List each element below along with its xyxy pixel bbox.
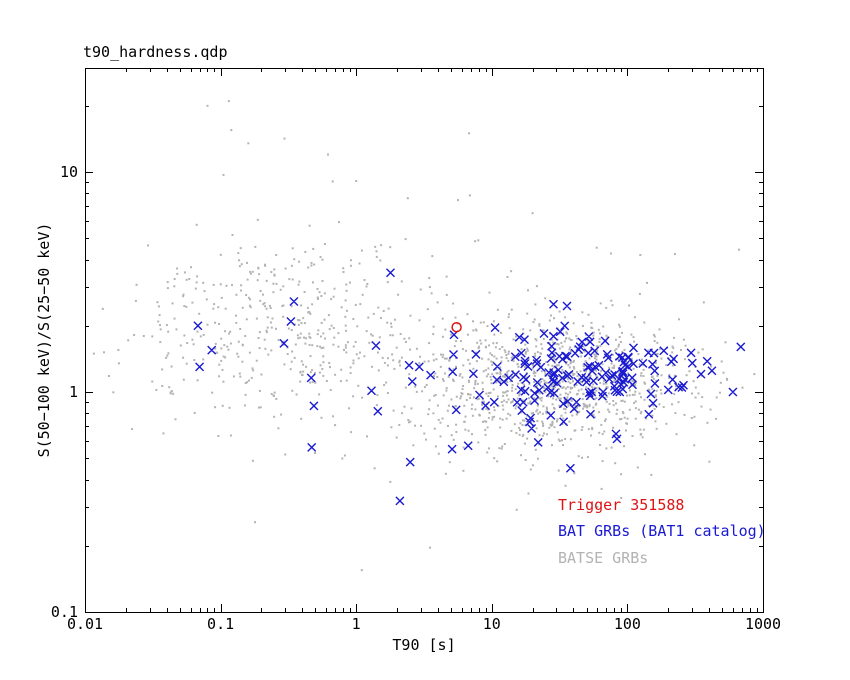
legend-entry-batse-grbs: BATSE GRBs [558, 549, 649, 567]
plot-frame [85, 68, 764, 613]
trigger-marker [451, 321, 462, 333]
y-tick-label: 1 [68, 383, 78, 401]
trigger-351588-points [451, 321, 462, 333]
bat-grbs-bat1-catalog-points [193, 268, 746, 506]
axis-ticks [85, 68, 764, 613]
x-tick-label: 1000 [744, 615, 782, 633]
y-axis-label: S(50−100 keV)/S(25−50 keV) [35, 222, 53, 458]
plot-title: t90_hardness.qdp [83, 43, 228, 61]
x-tick-label: 100 [613, 615, 641, 633]
legend-entry-bat-grbs: BAT GRBs (BAT1 catalog) [558, 522, 766, 540]
x-tick-label: 10 [482, 615, 501, 633]
x-tick-label: 0.1 [207, 615, 235, 633]
y-tick-label: 0.1 [50, 603, 78, 621]
x-tick-label: 0.01 [66, 615, 104, 633]
x-tick-label: 1 [351, 615, 361, 633]
y-tick-label: 10 [59, 163, 78, 181]
legend-entry-trigger: Trigger 351588 [558, 496, 685, 514]
x-axis-label: T90 [s] [392, 636, 456, 654]
